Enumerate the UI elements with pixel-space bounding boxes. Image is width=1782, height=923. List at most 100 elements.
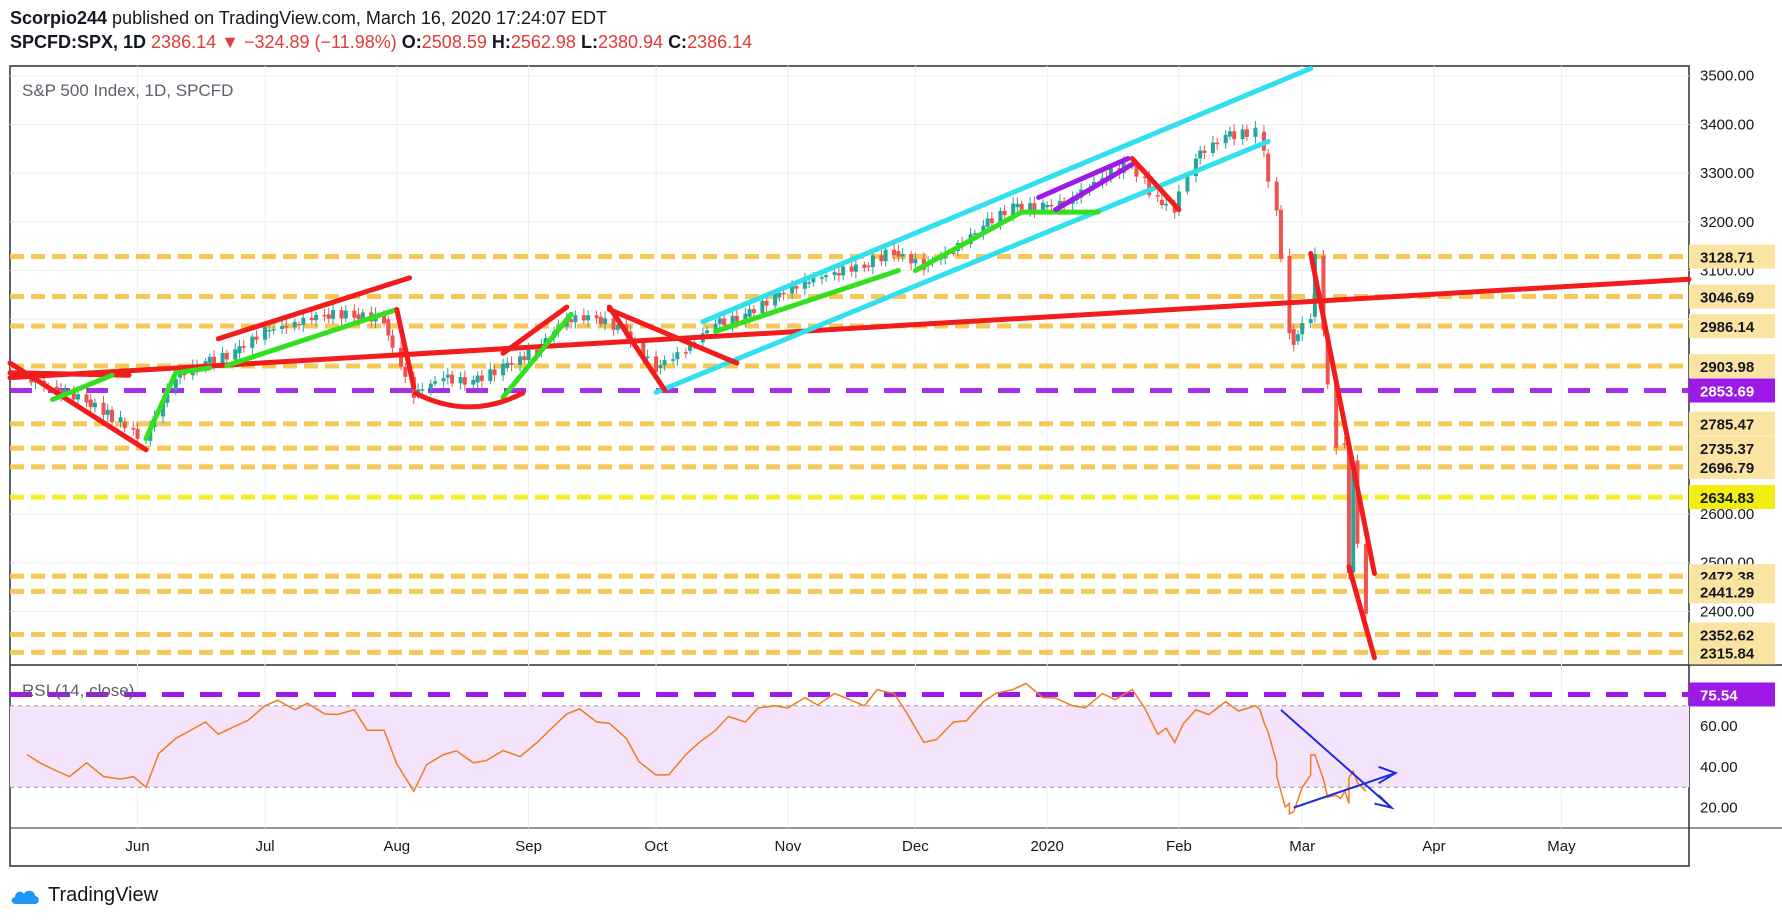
candle-body	[1232, 131, 1237, 140]
down-arrow-icon: ▼	[221, 32, 239, 52]
candle-body	[883, 249, 888, 262]
candle-body	[518, 356, 523, 365]
candle-body	[641, 342, 646, 358]
green-support-line	[224, 306, 400, 368]
candle-body	[909, 253, 914, 264]
high-label: H:	[491, 32, 511, 52]
candle-body	[263, 327, 268, 340]
candle-body	[339, 310, 344, 319]
price-level-value: 2441.29	[1700, 584, 1754, 601]
candle-body	[1164, 203, 1169, 206]
time-tick-label: Aug	[383, 838, 410, 855]
green-dec-line	[912, 209, 1025, 274]
candle-body	[280, 325, 285, 329]
candle-body	[428, 383, 433, 390]
price-level-value: 2735.37	[1700, 441, 1754, 458]
candle-body	[445, 374, 450, 378]
candle-body	[441, 378, 446, 382]
candle-body	[892, 249, 897, 256]
price-level-value: 2634.83	[1700, 490, 1754, 507]
candle-body	[913, 258, 918, 264]
candle-body	[824, 275, 829, 278]
candle-body	[479, 375, 484, 382]
price-tick-label: 3200.00	[1700, 214, 1754, 231]
candle-body	[254, 336, 259, 340]
red-cup-curve	[412, 390, 526, 410]
candle-body	[1295, 334, 1300, 342]
candle-body	[29, 377, 34, 383]
candle-body	[1346, 445, 1351, 574]
open-label: O:	[401, 32, 422, 52]
price-level-badge	[1689, 579, 1775, 604]
candle-body	[54, 386, 59, 390]
candle-body	[586, 315, 591, 321]
rsi-arrowhead-down	[1374, 794, 1395, 810]
candle-body	[654, 356, 659, 373]
candle-body	[717, 318, 722, 325]
red-oct-cross	[606, 306, 740, 366]
time-tick-label: Mar	[1289, 838, 1315, 855]
candle-body	[233, 349, 238, 360]
green-nov-line	[713, 268, 901, 334]
candle-body	[526, 349, 531, 361]
candle-body	[1321, 255, 1326, 330]
price-level-value: 2352.62	[1700, 628, 1754, 645]
price-level-lines	[10, 254, 1689, 697]
candle-body	[1045, 204, 1050, 208]
candle-body	[1057, 200, 1062, 206]
candle-body	[1108, 168, 1113, 180]
candle-body	[356, 314, 361, 319]
candle-body	[207, 356, 212, 364]
candle-body	[705, 330, 710, 334]
candle-body	[1032, 203, 1037, 212]
price-level-value: 2986.14	[1700, 319, 1755, 336]
red-crash-upper	[1308, 250, 1377, 576]
candle-body	[101, 402, 106, 415]
candle-body	[522, 356, 527, 361]
price-level-badge	[1689, 454, 1775, 479]
candle-body	[790, 285, 795, 294]
candle-body	[220, 352, 225, 364]
candle-body	[1278, 209, 1283, 259]
price-level-badge	[1689, 353, 1775, 378]
candle-body	[981, 225, 986, 234]
candle-body	[1291, 328, 1296, 345]
candle-body	[352, 310, 357, 318]
candle-body	[688, 342, 693, 351]
candle-body	[505, 362, 510, 368]
author-name[interactable]: Scorpio244	[10, 8, 108, 28]
red-aug-drop	[394, 306, 417, 390]
candle-body	[989, 218, 994, 224]
candle-body	[501, 363, 506, 376]
red-oct-down	[606, 304, 668, 393]
candle-body	[343, 310, 348, 319]
rsi-value-label: 75.54	[1700, 687, 1738, 704]
tradingview-logo[interactable]: TradingView	[10, 884, 158, 907]
rsi-arrow-down	[1280, 709, 1393, 809]
candle-body	[1040, 202, 1045, 212]
candle-body	[322, 314, 327, 317]
candle-body	[1198, 150, 1203, 159]
candle-body	[1159, 199, 1164, 206]
candle-body	[1202, 150, 1207, 154]
candle-body	[492, 369, 497, 376]
candle-body	[105, 409, 110, 415]
candle-body	[458, 377, 463, 384]
time-tick-label: Dec	[902, 838, 929, 855]
time-tick-label: 2020	[1030, 838, 1063, 855]
price-level-badge	[1689, 640, 1775, 665]
high-value: 2562.98	[510, 32, 576, 52]
last-price: 2386.14	[151, 32, 217, 52]
candle-body	[879, 255, 884, 262]
axis-ticks: Jun Jul Aug Sep Oct Nov Dec 2020 Feb Mar Apr May 350…	[125, 68, 1754, 855]
candle-body	[212, 356, 217, 364]
candle-body	[870, 255, 875, 268]
rsi-tick-label: 60.00	[1700, 718, 1738, 735]
candle-body	[1155, 195, 1160, 197]
candle-body	[309, 317, 314, 321]
purple-jan-lower	[1053, 161, 1135, 213]
candle-body	[76, 394, 81, 400]
candle-body	[475, 375, 480, 383]
candle-body	[314, 314, 319, 321]
